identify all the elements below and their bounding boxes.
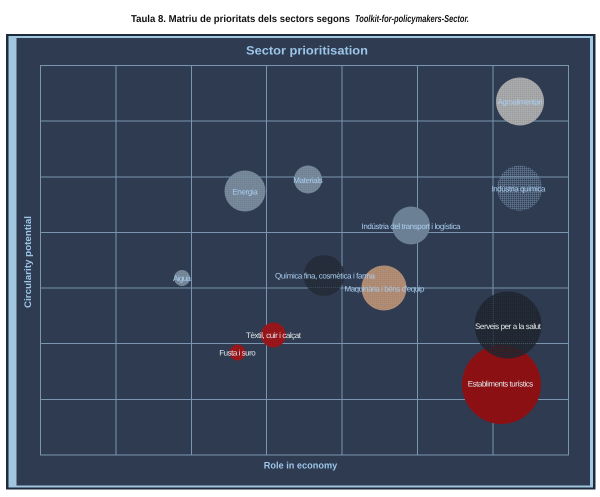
svg-text:Sector prioritisation: Sector prioritisation: [246, 44, 368, 58]
svg-text:Indústria química: Indústria química: [492, 185, 547, 194]
svg-text:Serveis per a la salut: Serveis per a la salut: [475, 322, 542, 331]
svg-text:Maquinària i béns d’equip: Maquinària i béns d’equip: [345, 285, 426, 294]
svg-text:Indústria del transport i logí: Indústria del transport i logística: [362, 222, 462, 231]
svg-text:Energia: Energia: [232, 188, 258, 197]
svg-text:Aigua: Aigua: [173, 274, 192, 283]
svg-text:Circularity potential: Circularity potential: [23, 216, 34, 308]
svg-text:Química fina, cosmètica i farm: Química fina, cosmètica i farma: [275, 272, 376, 281]
svg-text:Taula 8. Matriu de prioritats: Taula 8. Matriu de prioritats dels secto…: [131, 14, 350, 25]
svg-text:Agroalimentari: Agroalimentari: [498, 98, 543, 107]
svg-text:Fusta i suro: Fusta i suro: [219, 349, 256, 358]
svg-text:Materials: Materials: [293, 176, 323, 185]
svg-text:Establiments turístics: Establiments turístics: [468, 380, 534, 389]
svg-text:Role in economy: Role in economy: [264, 461, 338, 472]
svg-text:Tèxtil, cuir i calçat: Tèxtil, cuir i calçat: [246, 331, 302, 340]
svg-text:Toolkit-for-policymakers-Secto: Toolkit-for-policymakers-Sector.: [355, 14, 469, 25]
